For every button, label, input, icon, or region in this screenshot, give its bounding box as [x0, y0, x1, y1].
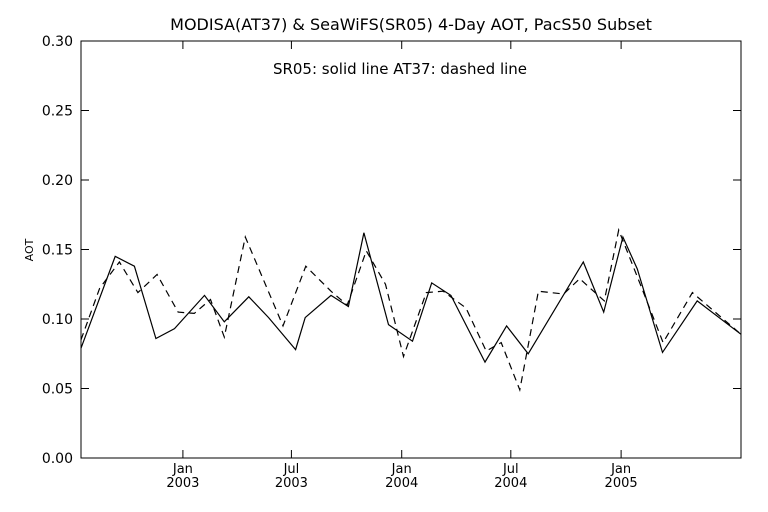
y-tick-label: 0.10 [42, 312, 73, 328]
x-tick-month-label: Jan [172, 462, 193, 477]
y-tick-label: 0.00 [42, 451, 73, 467]
x-tick-year-label: 2004 [385, 476, 418, 491]
x-tick-year-label: 2003 [166, 476, 199, 491]
y-axis-label: AOT [23, 238, 36, 261]
plot-frame [80, 40, 742, 459]
series-lines [80, 227, 742, 393]
series-line-sr05 [80, 232, 742, 364]
y-tick-label: 0.30 [42, 34, 73, 50]
axes-ticks: 0.000.050.100.150.200.250.30Jan2003Jul20… [42, 34, 741, 491]
y-tick-label: 0.20 [42, 173, 73, 189]
y-tick-label: 0.15 [42, 243, 73, 259]
chart-title: MODISA(AT37) & SeaWiFS(SR05) 4-Day AOT, … [170, 15, 652, 34]
x-tick-month-label: Jul [283, 462, 300, 477]
x-tick-month-label: Jan [610, 462, 631, 477]
x-tick-month-label: Jan [391, 462, 412, 477]
y-tick-label: 0.25 [42, 104, 73, 120]
x-tick-month-label: Jul [502, 462, 519, 477]
y-tick-label: 0.05 [42, 382, 73, 398]
series-line-at37 [80, 227, 742, 393]
x-tick-year-label: 2003 [275, 476, 308, 491]
x-tick-year-label: 2005 [605, 476, 638, 491]
x-tick-year-label: 2004 [494, 476, 527, 491]
series-style-note: SR05: solid line AT37: dashed line [273, 60, 527, 78]
